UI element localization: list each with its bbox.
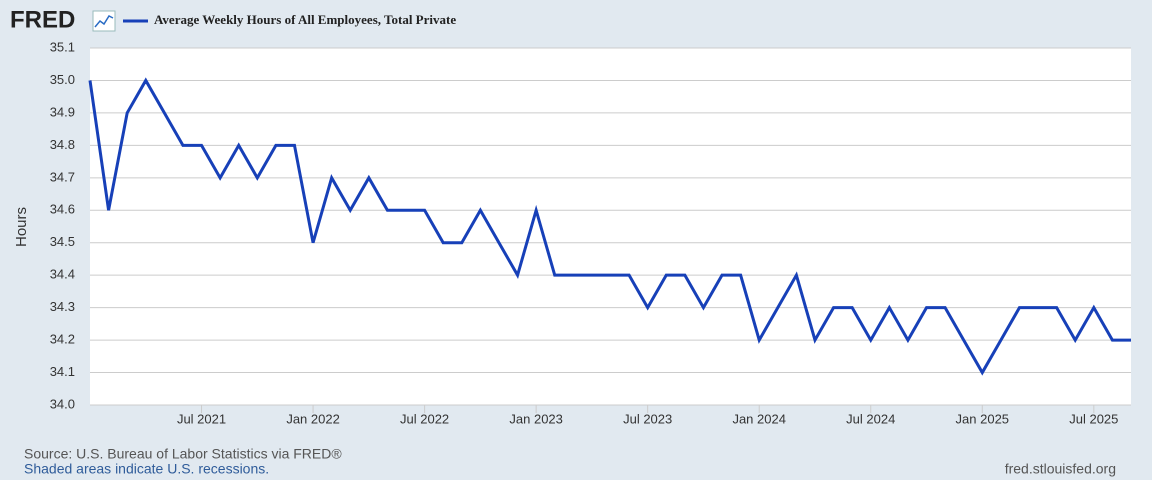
x-tick-label: Jan 2022 [286, 411, 340, 426]
y-axis-label: Hours [13, 207, 30, 247]
y-tick-label: 35.1 [50, 39, 75, 54]
y-tick-label: 34.8 [50, 137, 75, 152]
legend-label: Average Weekly Hours of All Employees, T… [154, 12, 456, 27]
note: Shaded areas indicate U.S. recessions. [24, 461, 269, 477]
y-tick-label: 34.1 [50, 364, 75, 379]
x-tick-label: Jul 2024 [846, 411, 895, 426]
y-tick-label: 34.5 [50, 234, 75, 249]
y-tick-label: 34.9 [50, 104, 75, 119]
x-tick-label: Jul 2023 [623, 411, 672, 426]
logo-icon [92, 10, 116, 32]
y-tick-label: 34.2 [50, 332, 75, 347]
y-tick-label: 34.3 [50, 299, 75, 314]
x-tick-label: Jul 2022 [400, 411, 449, 426]
y-tick-label: 35.0 [50, 72, 75, 87]
source: Source: U.S. Bureau of Labor Statistics … [24, 446, 342, 462]
y-tick-label: 34.7 [50, 169, 75, 184]
y-tick-label: 34.0 [50, 396, 75, 411]
x-tick-label: Jan 2024 [732, 411, 786, 426]
plot-area [90, 48, 1131, 405]
y-tick-label: 34.4 [50, 267, 75, 282]
x-tick-label: Jul 2021 [177, 411, 226, 426]
url: fred.stlouisfed.org [1005, 461, 1116, 477]
logo: FRED [10, 6, 75, 33]
x-tick-label: Jan 2025 [956, 411, 1010, 426]
x-tick-label: Jul 2025 [1069, 411, 1118, 426]
line-series [88, 77, 1131, 376]
x-tick-label: Jan 2023 [509, 411, 563, 426]
y-tick-label: 34.6 [50, 202, 75, 217]
